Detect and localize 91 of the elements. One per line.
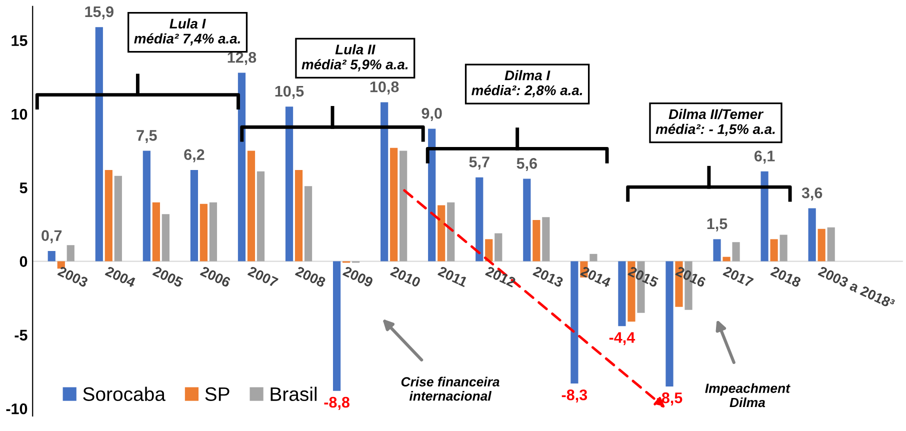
x-tick-label: 2018 [770,266,802,288]
bar [827,227,835,262]
x-tick-label: 2003 a 2018³ [818,266,896,310]
bar [532,220,540,262]
annotation: Dilma I média²: 2,8% a.a. [472,70,582,98]
bar [152,202,160,262]
annotation: Lula II média² 5,9% a.a. [302,44,408,72]
bar [285,106,294,262]
bar [780,234,788,262]
bar [142,150,150,262]
data-label: 5,6 [516,158,537,172]
data-label: -4,4 [609,332,636,346]
bar [190,170,198,262]
data-label: 15,9 [85,6,114,20]
bar [447,202,455,262]
bar [380,102,388,262]
bar [66,245,74,262]
bar [332,261,341,391]
bar [494,233,502,262]
bar [722,256,730,262]
bar [770,239,778,262]
data-label: 10,8 [370,81,399,94]
legend-label: Sorocaba [83,386,166,402]
data-label: 6,2 [184,149,204,162]
bar [428,128,436,262]
x-tick-label: 2011 [437,266,468,288]
bar [542,217,550,262]
y-tick-label: -10 [6,403,28,414]
data-label: 5,7 [469,156,490,170]
y-tick-label: 5 [20,182,28,194]
bar [523,178,531,262]
annotation: Impeachment Dilma [705,383,790,408]
x-tick-label: 2006 [200,266,232,288]
bar [48,250,56,262]
data-label: 6,1 [754,150,775,164]
bar [476,177,484,262]
bar [732,242,740,262]
bar [95,27,103,262]
data-label: 10,5 [275,86,304,99]
bar [200,204,208,262]
bar [162,214,170,262]
data-label: -8,8 [324,396,350,410]
x-tick-label: 2007 [247,266,279,288]
x-tick-label: 2017 [722,266,754,288]
x-tick-label: 2008 [294,266,326,288]
x-tick-label: 2016 [675,266,706,288]
x-tick-label: 2013 [532,266,564,288]
y-tick-label: -5 [14,330,28,341]
x-tick-label: 2010 [390,266,422,288]
legend-label: Brasil [270,386,317,402]
annotation: Crise financeira internacional [401,376,500,401]
data-label: 1,5 [707,218,728,232]
bar [808,208,816,262]
x-tick-label: 2009 [342,266,374,288]
x-tick-label: 2003 [57,266,89,288]
x-tick-label: 2004 [104,266,136,288]
bar [818,228,826,262]
x-tick-label: 2012 [485,266,516,288]
bar [104,170,112,262]
data-label: 9,0 [422,108,442,121]
bar [247,150,256,262]
bar [400,150,408,262]
y-tick-label: 10 [12,108,28,120]
x-tick-label: 2005 [152,266,184,288]
data-label: 3,6 [802,187,822,200]
bar [256,171,265,262]
bar [209,202,218,262]
bar [590,254,598,262]
data-label: 12,8 [228,52,256,65]
bar [760,171,768,262]
data-label: 0,7 [42,230,62,244]
y-tick-label: 0 [20,256,28,267]
legend-label: SP [205,387,230,402]
bar [114,176,122,262]
bar [618,261,626,326]
x-tick-label: 2014 [580,266,612,288]
bar [570,261,578,384]
data-label: -8,3 [562,389,588,403]
x-tick-label: 2015 [628,266,659,288]
bar [713,239,721,262]
bar [438,205,446,262]
bar [304,186,312,262]
annotation: Lula I média² 7,4% a.a. [134,18,240,46]
data-label: 7,5 [136,130,157,144]
bar [238,72,246,262]
annotation: Dilma II/Temer média²: - 1,5% a.a. [656,108,775,136]
bar [294,170,303,262]
bar [666,261,674,386]
y-tick-label: 15 [12,35,28,46]
bar [390,148,398,262]
bar [485,239,493,262]
